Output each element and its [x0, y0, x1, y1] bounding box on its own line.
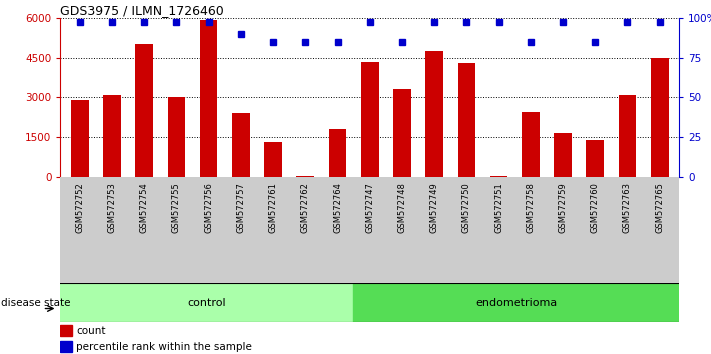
Bar — [296, 176, 314, 177]
Bar — [490, 176, 508, 177]
Bar — [264, 143, 282, 177]
Bar — [522, 112, 540, 177]
Bar — [425, 51, 443, 177]
Bar — [60, 341, 72, 353]
Text: GSM572747: GSM572747 — [365, 182, 374, 233]
Bar — [651, 57, 668, 177]
Bar — [200, 21, 218, 177]
Text: GSM572753: GSM572753 — [107, 182, 117, 233]
Bar — [328, 129, 346, 177]
Text: GSM572759: GSM572759 — [559, 182, 567, 233]
Text: GSM572755: GSM572755 — [172, 182, 181, 233]
Text: disease state: disease state — [1, 298, 70, 308]
Bar — [353, 283, 679, 322]
Text: GDS3975 / ILMN_1726460: GDS3975 / ILMN_1726460 — [60, 4, 224, 17]
Text: GSM572750: GSM572750 — [462, 182, 471, 233]
Text: GSM572762: GSM572762 — [301, 182, 310, 233]
Bar — [60, 325, 72, 336]
Bar — [457, 63, 475, 177]
Text: GSM572748: GSM572748 — [397, 182, 407, 233]
Text: GSM572763: GSM572763 — [623, 182, 632, 233]
Bar — [232, 113, 250, 177]
Text: GSM572752: GSM572752 — [75, 182, 85, 233]
Bar — [554, 133, 572, 177]
Text: GSM572751: GSM572751 — [494, 182, 503, 233]
Bar — [587, 140, 604, 177]
Text: GSM572760: GSM572760 — [591, 182, 600, 233]
Text: GSM572754: GSM572754 — [139, 182, 149, 233]
Text: control: control — [188, 298, 226, 308]
Bar — [619, 95, 636, 177]
Bar — [71, 100, 89, 177]
Bar — [168, 97, 186, 177]
Text: GSM572764: GSM572764 — [333, 182, 342, 233]
Text: endometrioma: endometrioma — [475, 298, 557, 308]
Text: percentile rank within the sample: percentile rank within the sample — [76, 342, 252, 352]
Text: count: count — [76, 326, 105, 336]
Bar — [60, 283, 353, 322]
Text: GSM572757: GSM572757 — [236, 182, 245, 233]
Bar — [361, 62, 378, 177]
Text: GSM572758: GSM572758 — [526, 182, 535, 233]
Bar — [393, 89, 411, 177]
Text: GSM572761: GSM572761 — [269, 182, 277, 233]
Text: GSM572756: GSM572756 — [204, 182, 213, 233]
Bar — [135, 44, 153, 177]
Bar — [103, 95, 121, 177]
Text: GSM572765: GSM572765 — [655, 182, 664, 233]
Text: GSM572749: GSM572749 — [429, 182, 439, 233]
